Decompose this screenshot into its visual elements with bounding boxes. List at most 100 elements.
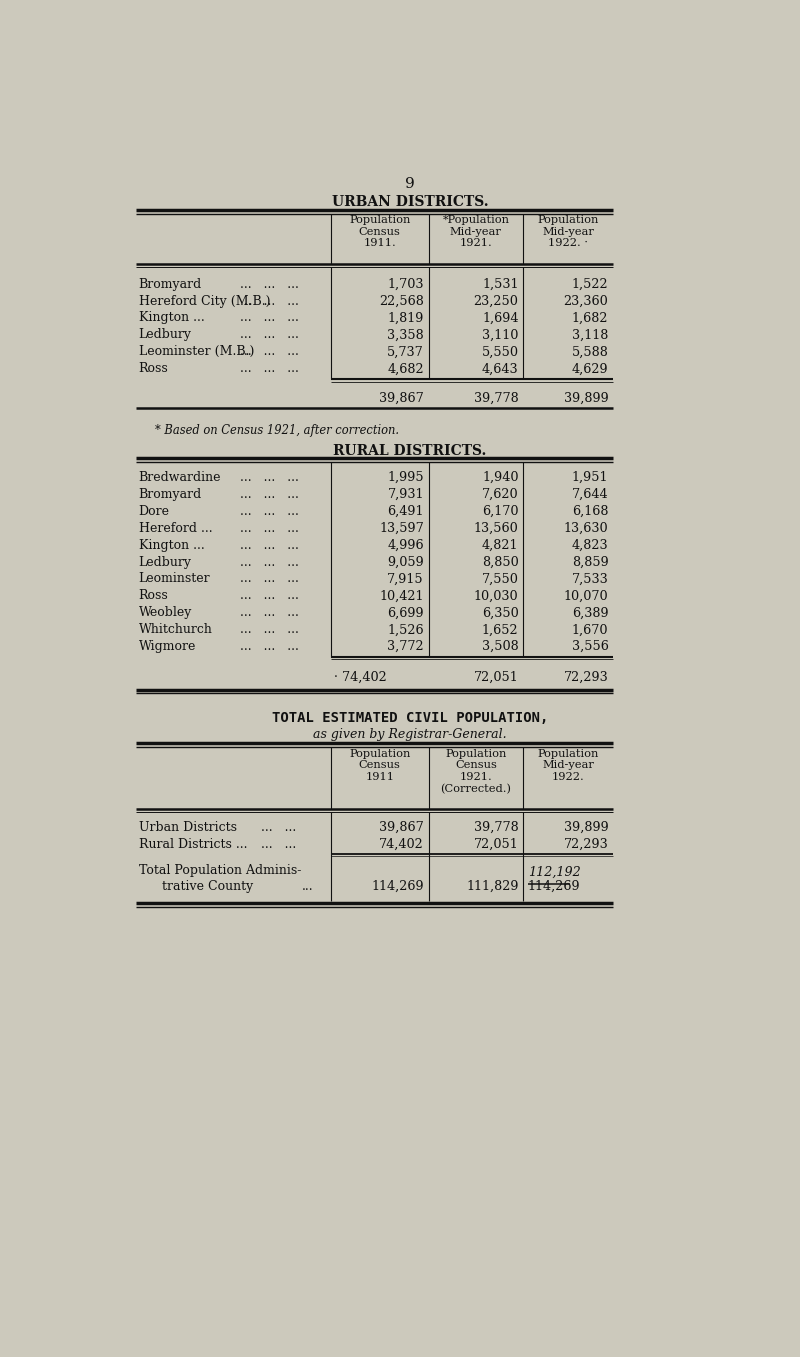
Text: ...   ...   ...: ... ... ... — [239, 328, 298, 342]
Text: 1,694: 1,694 — [482, 312, 518, 324]
Text: 7,533: 7,533 — [572, 573, 609, 585]
Text: ...   ...   ...: ... ... ... — [239, 505, 298, 518]
Text: 10,070: 10,070 — [564, 589, 609, 603]
Text: ...   ...   ...: ... ... ... — [239, 539, 298, 551]
Text: TOTAL ESTIMATED CIVIL POPULATION,: TOTAL ESTIMATED CIVIL POPULATION, — [272, 711, 548, 725]
Text: Population
Mid-year
1922.: Population Mid-year 1922. — [538, 749, 598, 782]
Text: 39,867: 39,867 — [379, 392, 424, 404]
Text: 1,951: 1,951 — [572, 471, 609, 484]
Text: 13,560: 13,560 — [474, 521, 518, 535]
Text: 23,250: 23,250 — [474, 294, 518, 308]
Text: 1,995: 1,995 — [387, 471, 424, 484]
Text: 10,030: 10,030 — [474, 589, 518, 603]
Text: *Population
Mid-year
1921.: *Population Mid-year 1921. — [442, 216, 510, 248]
Text: 3,110: 3,110 — [482, 328, 518, 342]
Text: 4,643: 4,643 — [482, 362, 518, 376]
Text: ...   ...   ...: ... ... ... — [239, 521, 298, 535]
Text: Whitchurch: Whitchurch — [138, 623, 213, 636]
Text: Urban Districts: Urban Districts — [138, 821, 237, 835]
Text: 9: 9 — [405, 178, 415, 191]
Text: Population
Census
1911.: Population Census 1911. — [349, 216, 410, 248]
Text: 1,531: 1,531 — [482, 278, 518, 290]
Text: Bromyard: Bromyard — [138, 278, 202, 290]
Text: 74,402: 74,402 — [379, 839, 424, 851]
Text: 1,670: 1,670 — [572, 623, 609, 636]
Text: 112,192: 112,192 — [528, 866, 581, 879]
Text: Ross: Ross — [138, 362, 169, 376]
Text: Population
Census
1911: Population Census 1911 — [349, 749, 410, 782]
Text: 5,737: 5,737 — [387, 345, 424, 358]
Text: 13,630: 13,630 — [564, 521, 609, 535]
Text: Total Population Adminis-: Total Population Adminis- — [138, 864, 301, 878]
Text: 5,550: 5,550 — [482, 345, 518, 358]
Text: ...   ...   ...: ... ... ... — [239, 362, 298, 376]
Text: ...   ...   ...: ... ... ... — [239, 471, 298, 484]
Text: 3,556: 3,556 — [571, 641, 609, 653]
Text: 13,597: 13,597 — [379, 521, 424, 535]
Text: ...   ...   ...: ... ... ... — [239, 589, 298, 603]
Text: Population
Mid-year
1922. ·: Population Mid-year 1922. · — [538, 216, 598, 248]
Text: 39,778: 39,778 — [474, 392, 518, 404]
Text: 6,389: 6,389 — [572, 607, 609, 619]
Text: trative County: trative County — [162, 879, 254, 893]
Text: 6,491: 6,491 — [387, 505, 424, 518]
Text: RURAL DISTRICTS.: RURAL DISTRICTS. — [334, 444, 486, 457]
Text: 8,859: 8,859 — [572, 555, 609, 569]
Text: ...   ...   ...: ... ... ... — [239, 641, 298, 653]
Text: Kington ...: Kington ... — [138, 312, 205, 324]
Text: ...   ...   ...: ... ... ... — [239, 312, 298, 324]
Text: 23,360: 23,360 — [564, 294, 609, 308]
Text: 7,644: 7,644 — [572, 487, 609, 501]
Text: ...   ...   ...: ... ... ... — [239, 345, 298, 358]
Text: 72,293: 72,293 — [564, 672, 609, 684]
Text: ...   ...: ... ... — [262, 839, 297, 851]
Text: 1,682: 1,682 — [572, 312, 609, 324]
Text: ...   ...   ...: ... ... ... — [239, 607, 298, 619]
Text: ...   ...   ...: ... ... ... — [239, 555, 298, 569]
Text: 39,899: 39,899 — [564, 821, 609, 835]
Text: Bredwardine: Bredwardine — [138, 471, 222, 484]
Text: 1,703: 1,703 — [387, 278, 424, 290]
Text: 3,118: 3,118 — [572, 328, 609, 342]
Text: 6,168: 6,168 — [572, 505, 609, 518]
Text: 3,772: 3,772 — [387, 641, 424, 653]
Text: 4,996: 4,996 — [387, 539, 424, 551]
Text: 7,620: 7,620 — [482, 487, 518, 501]
Text: 111,829: 111,829 — [466, 879, 518, 893]
Text: Leominster: Leominster — [138, 573, 210, 585]
Text: 39,778: 39,778 — [474, 821, 518, 835]
Text: URBAN DISTRICTS.: URBAN DISTRICTS. — [332, 195, 488, 209]
Text: 6,699: 6,699 — [387, 607, 424, 619]
Text: ...   ...   ...: ... ... ... — [239, 278, 298, 290]
Text: ...   ...   ...: ... ... ... — [239, 623, 298, 636]
Text: Kington ...: Kington ... — [138, 539, 205, 551]
Text: Ledbury: Ledbury — [138, 555, 192, 569]
Text: Hereford City (M.B.): Hereford City (M.B.) — [138, 294, 270, 308]
Text: Population
Census
1921.
(Corrected.): Population Census 1921. (Corrected.) — [440, 749, 511, 794]
Text: Ledbury: Ledbury — [138, 328, 192, 342]
Text: Hereford ...: Hereford ... — [138, 521, 212, 535]
Text: Weobley: Weobley — [138, 607, 192, 619]
Text: ...: ... — [302, 879, 313, 893]
Text: 22,568: 22,568 — [379, 294, 424, 308]
Text: 39,867: 39,867 — [379, 821, 424, 835]
Text: 1,652: 1,652 — [482, 623, 518, 636]
Text: 4,821: 4,821 — [482, 539, 518, 551]
Text: 8,850: 8,850 — [482, 555, 518, 569]
Text: 4,823: 4,823 — [572, 539, 609, 551]
Text: * Based on Census 1921, after correction.: * Based on Census 1921, after correction… — [155, 423, 399, 437]
Text: 7,915: 7,915 — [387, 573, 424, 585]
Text: 5,588: 5,588 — [571, 345, 609, 358]
Text: 72,051: 72,051 — [474, 672, 518, 684]
Text: 114,269: 114,269 — [371, 879, 424, 893]
Text: 1,522: 1,522 — [572, 278, 609, 290]
Text: 3,358: 3,358 — [387, 328, 424, 342]
Text: 4,629: 4,629 — [572, 362, 609, 376]
Text: 4,682: 4,682 — [387, 362, 424, 376]
Text: 1,819: 1,819 — [387, 312, 424, 324]
Text: ...   ...   ...: ... ... ... — [239, 487, 298, 501]
Text: as given by Registrar-General.: as given by Registrar-General. — [313, 727, 507, 741]
Text: 10,421: 10,421 — [379, 589, 424, 603]
Text: Rural Districts ...: Rural Districts ... — [138, 839, 247, 851]
Text: Leominster (M.B.): Leominster (M.B.) — [138, 345, 254, 358]
